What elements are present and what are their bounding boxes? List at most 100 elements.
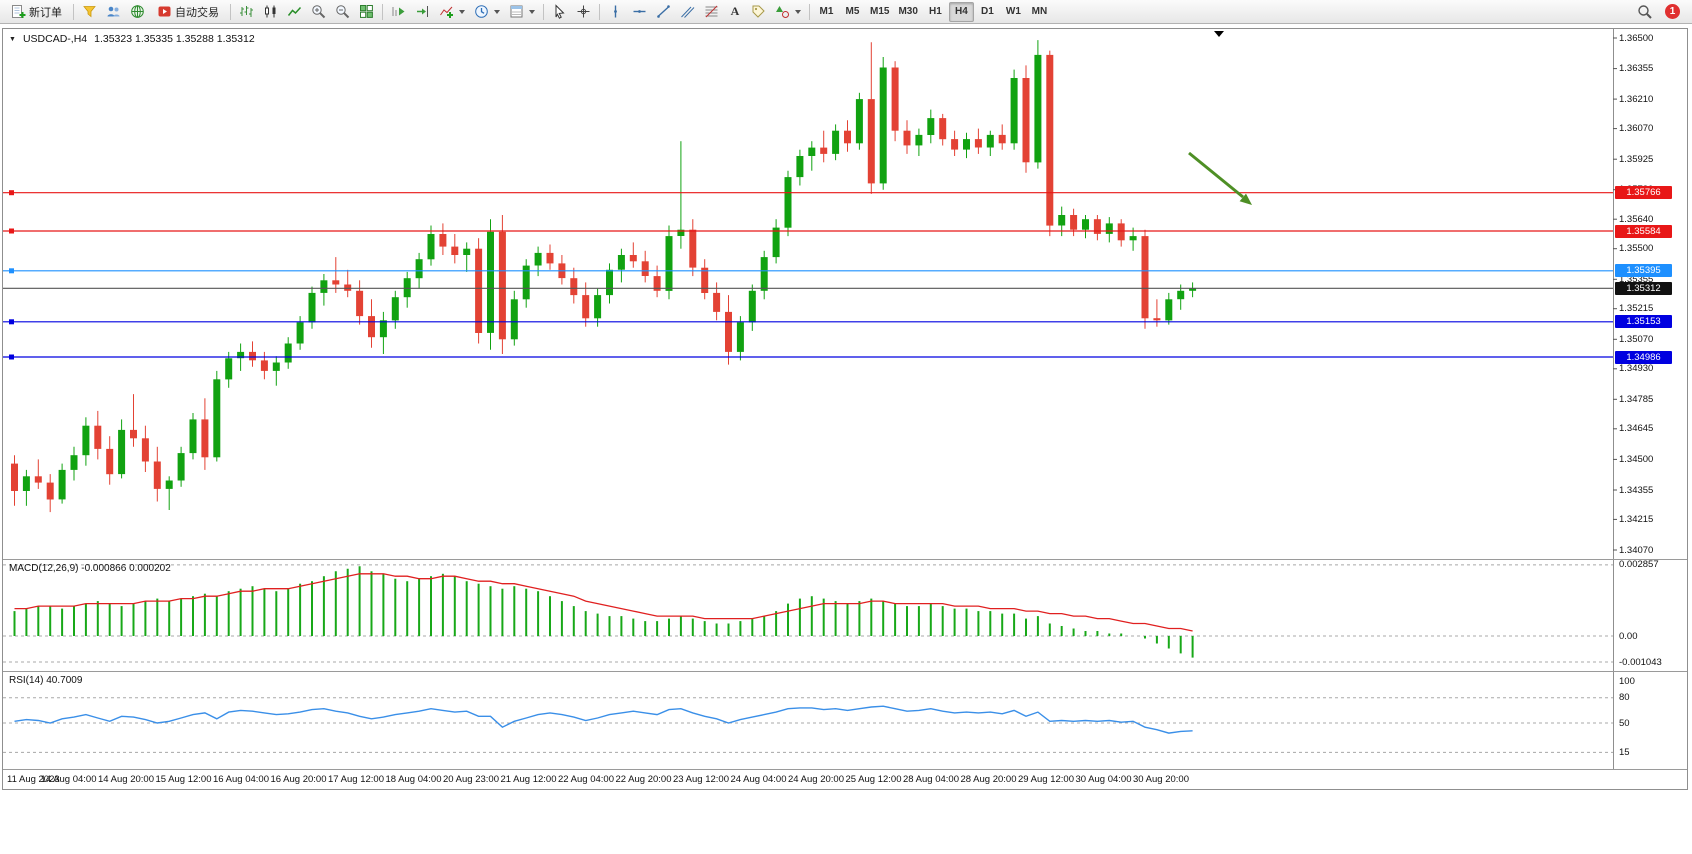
chart-frame: ▼ USDCAD-,H4 1.35323 1.35335 1.35288 1.3… (2, 28, 1688, 790)
line-chart-icon (287, 4, 302, 19)
fibonacci-icon (704, 4, 719, 19)
timeframe-H4[interactable]: H4 (948, 1, 974, 22)
trendline-icon (656, 4, 671, 19)
time-label: 16 Aug 04:00 (213, 774, 269, 785)
toolbar-separator (599, 3, 600, 20)
crosshair-tool-button[interactable] (572, 2, 595, 22)
time-label: 29 Aug 12:00 (1018, 774, 1074, 785)
vertical-line-tool-button[interactable] (604, 2, 627, 22)
chart-shift-marker-icon (1214, 31, 1224, 37)
timeframe-M30[interactable]: M30 (894, 2, 921, 22)
timeframe-W1[interactable]: W1 (1001, 2, 1026, 22)
pane-separator[interactable] (3, 671, 1687, 672)
time-label: 11 Aug 2023 (7, 774, 60, 785)
toolbar-separator (382, 3, 383, 20)
zoom-in-button[interactable] (307, 2, 330, 22)
chart-ohlc-values: 1.35323 1.35335 1.35288 1.35312 (94, 33, 255, 45)
auto-scroll-button[interactable] (387, 2, 410, 22)
time-label: 24 Aug 20:00 (788, 774, 844, 785)
chart-window: ▼ USDCAD-,H4 1.35323 1.35335 1.35288 1.3… (0, 24, 1692, 854)
tag-icon (751, 4, 766, 19)
time-label: 25 Aug 12:00 (845, 774, 902, 785)
funnel-icon (82, 4, 97, 19)
timeframe-M15[interactable]: M15 (866, 2, 893, 22)
indicators-button[interactable] (435, 2, 469, 22)
auto-scroll-icon (391, 4, 406, 19)
templates-button[interactable] (505, 2, 539, 22)
candlestick-chart-button[interactable] (259, 2, 282, 22)
trendline-tool-button[interactable] (652, 2, 675, 22)
shapes-tool-button[interactable] (771, 2, 805, 22)
time-label: 22 Aug 04:00 (558, 774, 614, 785)
toolbar-separator (73, 3, 74, 20)
time-axis[interactable]: 11 Aug 2023 14 Aug 04:00 14 Aug 20:00 15 Au… (3, 770, 1687, 789)
main-price-chart[interactable] (3, 29, 1687, 559)
zoom-out-icon (335, 4, 350, 19)
horizontal-line-tool-button[interactable] (628, 2, 651, 22)
tile-windows-icon (359, 4, 374, 19)
time-label: 15 Aug 12:00 (155, 774, 212, 785)
periods-button[interactable] (470, 2, 504, 22)
time-label: 20 Aug 23:00 (443, 774, 499, 785)
zoom-out-button[interactable] (331, 2, 354, 22)
timeframe-H1[interactable]: H1 (923, 2, 948, 22)
time-label: 16 Aug 20:00 (270, 774, 327, 785)
macd-indicator-chart[interactable] (3, 560, 1687, 672)
toolbar-separator (230, 3, 231, 20)
clock-icon (474, 4, 489, 19)
timeframe-MN[interactable]: MN (1027, 2, 1052, 22)
dropdown-caret-icon (459, 9, 465, 14)
time-label: 30 Aug 20:00 (1133, 774, 1189, 785)
web-terminal-button[interactable] (126, 2, 149, 22)
rsi-label: RSI(14) 40.7009 (9, 675, 83, 686)
chart-shift-button[interactable] (411, 2, 434, 22)
channel-tool-button[interactable] (676, 2, 699, 22)
text-tool-icon: A (730, 4, 740, 18)
bar-chart-icon (239, 4, 254, 19)
bar-chart-button[interactable] (235, 2, 258, 22)
line-chart-button[interactable] (283, 2, 306, 22)
one-click-trading-toggle[interactable]: ▼ (9, 35, 16, 43)
pane-separator (3, 769, 1687, 770)
rsi-indicator-chart[interactable] (3, 672, 1687, 770)
autotrade-icon (157, 4, 172, 19)
new-order-button[interactable]: 新订单 (4, 2, 69, 22)
search-button[interactable] (1633, 2, 1657, 22)
fibonacci-tool-button[interactable] (700, 2, 723, 22)
candlestick-icon (263, 4, 278, 19)
people-icon (106, 4, 121, 19)
chart-symbol-period: USDCAD-,H4 (22, 33, 88, 45)
time-label: 21 Aug 12:00 (500, 774, 557, 785)
text-tool-button[interactable]: A (724, 2, 746, 22)
toolbar-separator (543, 3, 544, 20)
time-label: 23 Aug 12:00 (673, 774, 729, 785)
new-order-icon (11, 4, 26, 19)
tile-windows-button[interactable] (355, 2, 378, 22)
timeframe-group: M1 M5 M15 M30 H1 H4 D1 W1 MN (814, 1, 1052, 22)
horizontal-line-icon (632, 4, 647, 19)
time-label: 22 Aug 20:00 (615, 774, 672, 785)
pane-separator[interactable] (3, 559, 1687, 560)
timeframe-M1[interactable]: M1 (814, 2, 839, 22)
signals-button[interactable] (78, 2, 101, 22)
dropdown-caret-icon (529, 9, 535, 14)
globe-icon (130, 4, 145, 19)
cursor-icon (552, 4, 567, 19)
time-label: 18 Aug 04:00 (385, 774, 442, 785)
timeframe-M5[interactable]: M5 (840, 2, 865, 22)
toolbar-right: 1 (1633, 2, 1688, 22)
toolbar-separator (809, 3, 810, 20)
label-tool-button[interactable] (747, 2, 770, 22)
channel-icon (680, 4, 695, 19)
autotrade-button[interactable]: 自动交易 (150, 2, 226, 22)
dropdown-caret-icon (494, 9, 500, 14)
chart-title: ▼ USDCAD-,H4 1.35323 1.35335 1.35288 1.3… (9, 33, 255, 45)
cursor-tool-button[interactable] (548, 2, 571, 22)
timeframe-D1[interactable]: D1 (975, 2, 1000, 22)
zoom-in-icon (311, 4, 326, 19)
dropdown-caret-icon (795, 9, 801, 14)
notification-badge[interactable]: 1 (1665, 4, 1680, 19)
community-button[interactable] (102, 2, 125, 22)
shapes-icon (775, 4, 790, 19)
